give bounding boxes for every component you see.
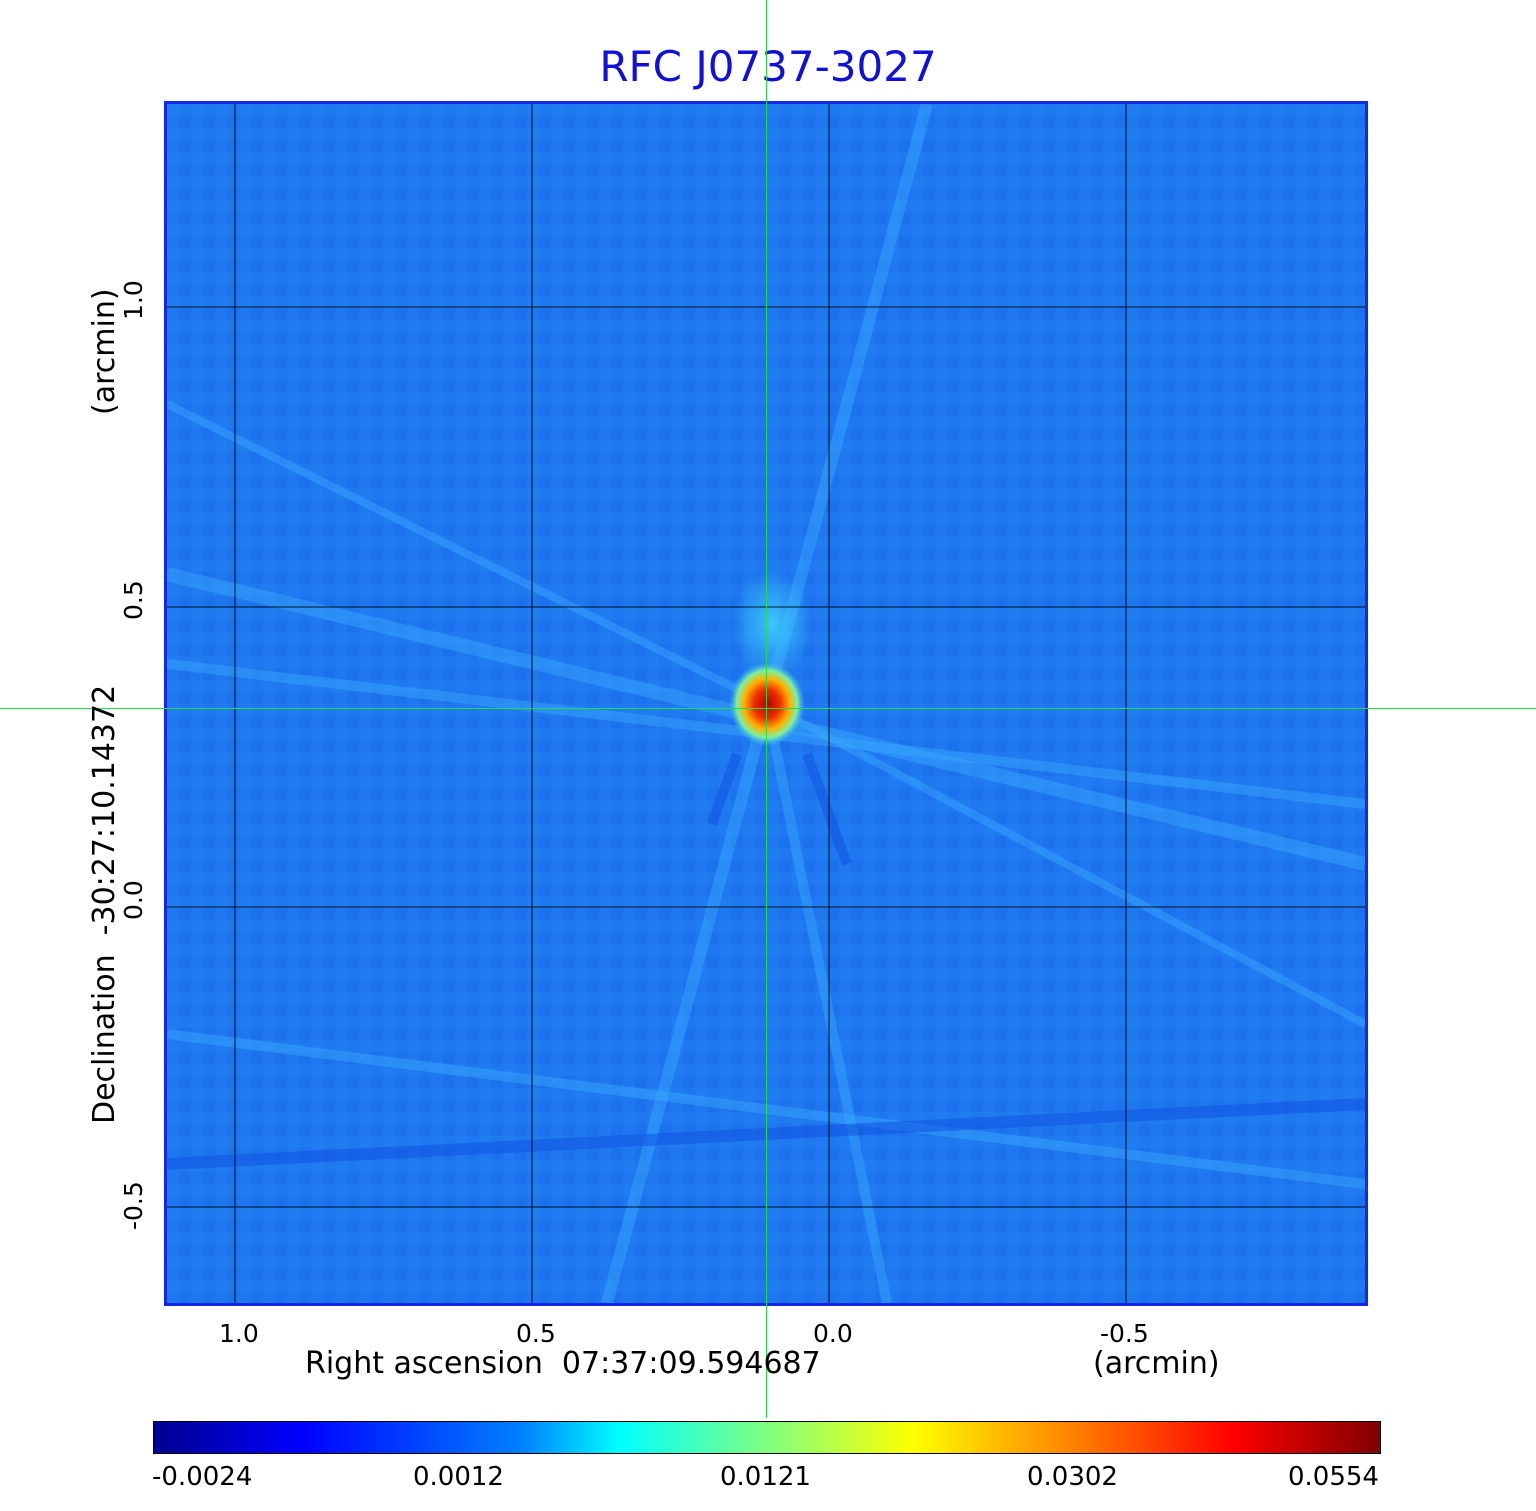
y-axis-label: Declination -30:27:10.14372 [87,684,122,1124]
colorbar-tick: 0.0302 [1027,1462,1118,1492]
image-title: RFC J0737-3027 [599,42,937,91]
crosshair-horizontal [0,708,1536,709]
colorbar-tick: 0.0554 [1288,1462,1379,1492]
x-tick: 0.5 [516,1319,556,1348]
x-axis-unit: (arcmin) [1093,1346,1220,1381]
x-axis-label: Right ascension 07:37:09.594687 [305,1346,821,1381]
colorbar [153,1421,1381,1454]
colorbar-tick: 0.0012 [413,1462,504,1492]
y-tick: -0.5 [119,1181,148,1230]
x-tick: 1.0 [219,1319,259,1348]
x-tick: 0.0 [813,1319,853,1348]
colorbar-tick: -0.0024 [152,1462,253,1492]
y-tick: 1.0 [119,280,148,320]
crosshair-vertical [766,0,767,1418]
y-tick: 0.5 [119,580,148,620]
y-tick: 0.0 [119,880,148,920]
y-axis-unit: (arcmin) [87,288,122,415]
x-tick: -0.5 [1100,1319,1149,1348]
colorbar-tick: 0.0121 [720,1462,811,1492]
